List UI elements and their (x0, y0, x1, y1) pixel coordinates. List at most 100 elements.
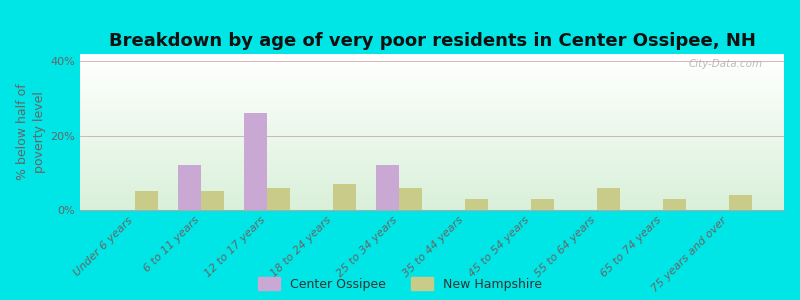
Bar (80, 80, 784, 82)
Y-axis label: % below half of
poverty level: % below half of poverty level (16, 84, 46, 180)
Bar (80, 184, 784, 185)
Bar (80, 197, 784, 199)
Bar (80, 57, 784, 59)
Bar (80, 168, 784, 170)
Bar (80, 146, 784, 148)
Bar (267, 188, 290, 210)
Bar (80, 109, 784, 110)
Bar (80, 145, 784, 146)
Title: Breakdown by age of very poor residents in Center Ossipee, NH: Breakdown by age of very poor residents … (109, 32, 755, 50)
Bar (80, 204, 784, 205)
Bar (80, 160, 784, 162)
Bar (80, 137, 784, 138)
Bar (178, 165, 201, 210)
Bar (80, 157, 784, 158)
Bar (597, 188, 620, 210)
Bar (80, 205, 784, 207)
Bar (80, 106, 784, 107)
Bar (80, 115, 784, 116)
Bar (80, 155, 784, 157)
Bar (80, 179, 784, 180)
Bar (80, 188, 784, 190)
Bar (80, 93, 784, 94)
Bar (80, 113, 784, 115)
Bar (80, 68, 784, 70)
Bar (80, 138, 784, 140)
Bar (80, 63, 784, 65)
Bar (80, 143, 784, 145)
Bar (465, 199, 488, 210)
Bar (80, 193, 784, 194)
Bar (80, 99, 784, 101)
Bar (80, 154, 784, 155)
Bar (80, 96, 784, 98)
Bar (80, 202, 784, 204)
Bar (80, 88, 784, 90)
Bar (80, 76, 784, 77)
Bar (80, 84, 784, 85)
Bar (80, 85, 784, 87)
Bar (80, 112, 784, 113)
Bar (80, 132, 784, 134)
Bar (80, 70, 784, 71)
Bar (376, 165, 399, 210)
Bar (80, 82, 784, 84)
Bar (80, 98, 784, 99)
Bar (399, 188, 422, 210)
Bar (80, 104, 784, 106)
Bar (80, 191, 784, 193)
Bar (80, 54, 784, 56)
Bar (244, 113, 267, 210)
Bar (80, 73, 784, 74)
Bar (80, 74, 784, 76)
Bar (80, 107, 784, 109)
Bar (80, 134, 784, 135)
Bar (80, 79, 784, 80)
Bar (80, 62, 784, 63)
Bar (80, 124, 784, 126)
Text: City-Data.com: City-Data.com (689, 59, 763, 69)
Bar (80, 119, 784, 121)
Bar (80, 118, 784, 119)
Bar (80, 135, 784, 137)
Bar (80, 177, 784, 179)
Bar (80, 149, 784, 151)
Bar (80, 152, 784, 154)
Bar (80, 101, 784, 102)
Bar (80, 92, 784, 93)
Bar (80, 126, 784, 127)
Bar (80, 94, 784, 96)
Bar (80, 102, 784, 104)
Bar (80, 182, 784, 184)
Bar (80, 148, 784, 149)
Bar (80, 127, 784, 129)
Bar (80, 65, 784, 67)
Bar (80, 196, 784, 197)
Bar (80, 141, 784, 143)
Bar (80, 166, 784, 168)
Bar (80, 169, 784, 171)
Bar (80, 176, 784, 177)
Bar (80, 162, 784, 163)
Bar (201, 191, 224, 210)
Bar (80, 130, 784, 132)
Bar (663, 199, 686, 210)
Bar (80, 123, 784, 124)
Bar (333, 184, 356, 210)
Bar (80, 59, 784, 60)
Bar (80, 180, 784, 182)
Bar (80, 174, 784, 176)
Bar (80, 208, 784, 210)
Bar (80, 71, 784, 73)
Bar (135, 191, 158, 210)
Bar (531, 199, 554, 210)
Bar (80, 201, 784, 202)
Bar (80, 56, 784, 57)
Bar (729, 195, 752, 210)
Bar (80, 87, 784, 88)
Legend: Center Ossipee, New Hampshire: Center Ossipee, New Hampshire (258, 277, 542, 291)
Bar (80, 151, 784, 152)
Bar (80, 171, 784, 172)
Bar (80, 110, 784, 112)
Bar (80, 121, 784, 123)
